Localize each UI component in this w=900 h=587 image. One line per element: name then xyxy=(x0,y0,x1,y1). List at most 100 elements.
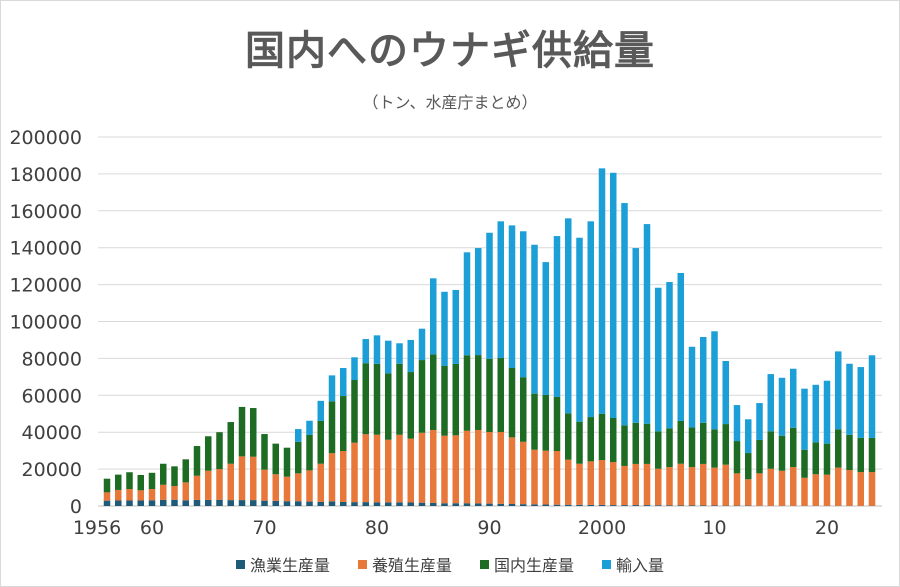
bar-segment-aquaculture xyxy=(283,476,291,502)
bar-segment-domestic xyxy=(463,355,471,431)
x-tick-label: 2000 xyxy=(578,517,626,539)
bar-segment-imports xyxy=(857,367,864,438)
bar-segment-fishing xyxy=(407,502,414,506)
bar-segment-fishing xyxy=(216,499,223,506)
bar-segment-domestic xyxy=(621,425,628,466)
bar-segment-fishing xyxy=(171,499,178,506)
bar-segment-fishing xyxy=(666,505,673,506)
legend-swatch xyxy=(235,559,245,569)
bar-segment-fishing xyxy=(508,503,516,506)
bar-segment-aquaculture xyxy=(126,489,133,501)
bar-segment-aquaculture xyxy=(610,462,617,506)
y-tick-label: 180000 xyxy=(9,164,82,186)
bar-segment-domestic xyxy=(868,437,876,473)
bar-segment-aquaculture xyxy=(452,435,459,504)
bar-segment-imports xyxy=(430,278,437,355)
bar-segment-fishing xyxy=(283,501,291,506)
bar-segment-aquaculture xyxy=(711,467,718,506)
bar-segment-imports xyxy=(373,335,381,364)
bar-segment-fishing xyxy=(598,504,606,506)
bar-segment-domestic xyxy=(666,428,673,468)
legend-item-aquaculture: 養殖生産量 xyxy=(357,552,452,576)
bar-segment-fishing xyxy=(655,505,662,506)
bar-segment-fishing xyxy=(621,505,628,506)
bar-segment-domestic xyxy=(283,447,291,477)
bar-segment-domestic xyxy=(430,354,437,430)
x-tick-label: 70 xyxy=(252,517,276,539)
bar-segment-domestic xyxy=(205,436,212,471)
bar-segment-imports xyxy=(700,336,707,423)
bar-segment-domestic xyxy=(486,358,493,433)
legend-item-fishing: 漁業生産量 xyxy=(235,552,330,576)
bar-segment-aquaculture xyxy=(385,439,392,503)
bar-segment-aquaculture xyxy=(250,456,257,501)
bar-segment-domestic xyxy=(171,466,178,487)
bar-segment-aquaculture xyxy=(103,492,111,501)
bar-segment-domestic xyxy=(418,360,426,433)
bar-segment-fishing xyxy=(553,504,561,506)
bar-segment-fishing xyxy=(115,500,122,506)
bar-segment-domestic xyxy=(508,367,516,438)
bar-segment-aquaculture xyxy=(272,474,279,501)
bar-segment-domestic xyxy=(655,431,662,469)
bar-segment-fishing xyxy=(385,502,392,506)
legend-swatch xyxy=(480,559,489,569)
bar-segment-domestic xyxy=(688,427,696,468)
bar-segment-aquaculture xyxy=(295,473,302,502)
bar-segment-domestic xyxy=(452,363,459,436)
bar-segment-domestic xyxy=(542,394,549,451)
bar-segment-domestic xyxy=(317,420,324,464)
bar-segment-domestic xyxy=(160,463,167,485)
x-tick-label: 10 xyxy=(702,517,726,539)
bar-segment-imports xyxy=(621,203,628,426)
bar-segment-domestic xyxy=(103,478,111,493)
bar-segment-imports xyxy=(576,237,583,422)
bar-segment-imports xyxy=(846,363,853,435)
y-tick-label: 200000 xyxy=(9,127,82,149)
bar-segment-domestic xyxy=(565,413,572,460)
bar-segment-aquaculture xyxy=(835,467,842,506)
bar-segment-fishing xyxy=(126,500,133,506)
bar-segment-imports xyxy=(868,355,876,438)
bar-segment-fishing xyxy=(227,500,234,506)
bar-segment-aquaculture xyxy=(587,461,594,505)
bar-segment-domestic xyxy=(756,439,763,474)
bar-segment-aquaculture xyxy=(531,449,538,505)
bar-segment-aquaculture xyxy=(238,456,246,501)
bar-segment-domestic xyxy=(610,417,617,463)
bar-segment-imports xyxy=(711,331,718,430)
bar-segment-aquaculture xyxy=(767,468,774,506)
bar-segment-domestic xyxy=(362,363,369,435)
bar-segment-imports xyxy=(801,388,808,450)
bar-segment-domestic xyxy=(182,459,189,483)
bar-segment-fishing xyxy=(677,505,684,506)
bar-segment-imports xyxy=(295,429,302,442)
bar-segment-aquaculture xyxy=(666,467,673,506)
y-tick-label: 140000 xyxy=(9,238,82,260)
bar-segment-aquaculture xyxy=(193,475,201,500)
bar-segment-aquaculture xyxy=(632,463,639,506)
bar-segment-domestic xyxy=(711,429,718,468)
bar-segment-domestic xyxy=(328,401,336,454)
y-tick-label: 100000 xyxy=(9,312,82,334)
bar-segment-fishing xyxy=(306,501,313,506)
bar-segment-domestic xyxy=(396,363,403,435)
bar-segment-domestic xyxy=(261,434,268,470)
bar-segment-imports xyxy=(328,375,336,402)
bar-segment-fishing xyxy=(486,503,493,506)
bar-segment-aquaculture xyxy=(868,472,876,506)
bar-segment-fishing xyxy=(463,503,471,506)
bar-segment-fishing xyxy=(643,505,651,506)
bar-segment-aquaculture xyxy=(216,469,223,500)
bar-segment-imports xyxy=(407,339,414,373)
bar-segment-domestic xyxy=(497,358,504,433)
bar-segment-aquaculture xyxy=(643,463,651,506)
chart-subtitle: （トン、水産庁まとめ） xyxy=(362,93,538,112)
bar-segment-aquaculture xyxy=(621,465,628,506)
bar-segment-imports xyxy=(767,374,774,432)
bar-segment-domestic xyxy=(553,396,561,452)
legend-label: 輸入量 xyxy=(616,556,665,575)
bar-segment-domestic xyxy=(272,443,279,475)
bar-segment-imports xyxy=(531,244,538,394)
bar-segment-fishing xyxy=(497,503,504,506)
